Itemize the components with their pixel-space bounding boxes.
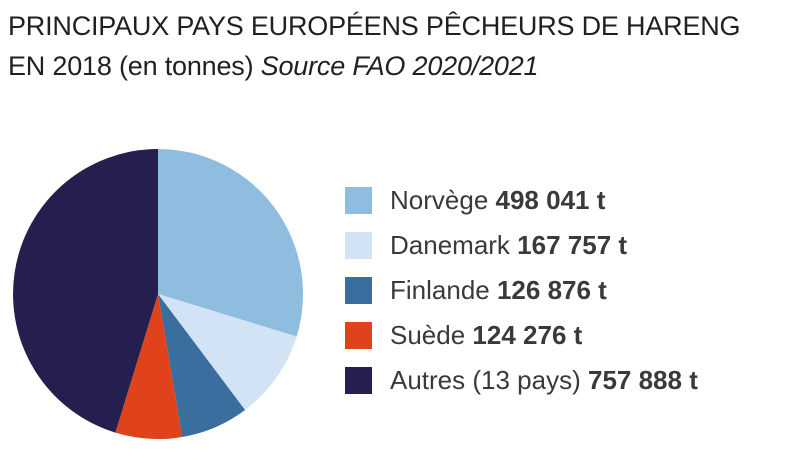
legend-swatch bbox=[345, 322, 372, 349]
legend-value: 124 276 t bbox=[472, 320, 583, 350]
legend-item-autres: Autres (13 pays) 757 888 t bbox=[345, 358, 698, 403]
legend-label: Norvège bbox=[390, 185, 489, 215]
legend-swatch bbox=[345, 187, 372, 214]
source-note: Source FAO 2020/2021 bbox=[260, 51, 539, 81]
pie-slice-suede bbox=[115, 294, 183, 439]
title-main: PRINCIPAUX PAYS EUROPÉENS PÊCHEURS DE HA… bbox=[8, 11, 741, 41]
pie-slice-norvege bbox=[158, 149, 304, 337]
pie-slice-danemark bbox=[158, 294, 297, 410]
legend-item-finlande: Finlande 126 876 t bbox=[345, 268, 698, 313]
legend-swatch bbox=[345, 232, 372, 259]
pie-chart bbox=[13, 149, 304, 439]
legend-swatch bbox=[345, 367, 372, 394]
legend-label: Danemark bbox=[390, 230, 510, 260]
legend-value: 167 757 t bbox=[517, 230, 628, 260]
legend-item-danemark: Danemark 167 757 t bbox=[345, 223, 698, 268]
pie-slice-autres-13-pays bbox=[13, 149, 158, 433]
legend: Norvège 498 041 t Danemark 167 757 t Fin… bbox=[345, 178, 698, 403]
legend-label: Finlande bbox=[390, 275, 490, 305]
chart-title: PRINCIPAUX PAYS EUROPÉENS PÊCHEURS DE HA… bbox=[8, 6, 798, 86]
legend-value: 757 888 t bbox=[587, 365, 698, 395]
legend-label: Suède bbox=[390, 320, 466, 350]
pie-slice-finlande bbox=[158, 294, 246, 437]
legend-value: 498 041 t bbox=[495, 185, 606, 215]
legend-item-suede: Suède 124 276 t bbox=[345, 313, 698, 358]
legend-item-norvege: Norvège 498 041 t bbox=[345, 178, 698, 223]
legend-label: Autres (13 pays) bbox=[390, 365, 581, 395]
legend-swatch bbox=[345, 277, 372, 304]
legend-value: 126 876 t bbox=[496, 275, 607, 305]
title-line2: EN 2018 (en tonnes) bbox=[8, 51, 254, 81]
